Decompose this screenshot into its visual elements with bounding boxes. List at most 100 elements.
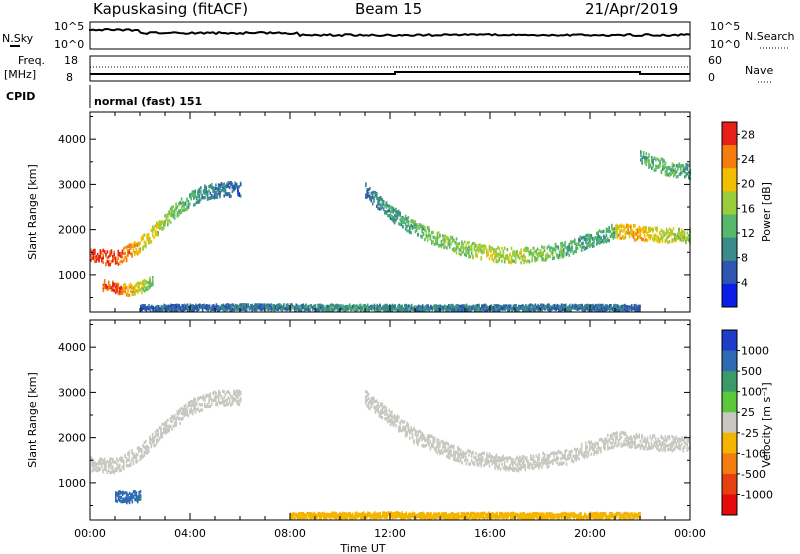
echo-cell: [265, 305, 267, 309]
echo-cell: [480, 250, 483, 254]
echo-cell: [585, 305, 588, 309]
echo-cell: [219, 183, 221, 187]
echo-cell: [142, 237, 144, 241]
echo-cell: [110, 457, 113, 461]
echo-cell: [102, 254, 104, 258]
echo-cell: [564, 240, 566, 245]
echo-cell: [280, 303, 282, 308]
echo-cell: [136, 289, 139, 293]
echo-cell: [198, 409, 201, 413]
echo-cell: [167, 219, 169, 223]
echo-cell: [220, 396, 223, 400]
echo-cell: [545, 462, 547, 466]
echo-cell: [136, 250, 139, 254]
echo-cell: [404, 434, 407, 438]
echo-cell: [399, 428, 401, 432]
echo-cell: [580, 246, 583, 250]
echo-cell: [503, 246, 506, 250]
echo-cell: [529, 303, 531, 307]
echo-cell: [105, 284, 107, 288]
echo-cell: [112, 469, 114, 474]
echo-cell: [584, 308, 586, 312]
echo-cell: [685, 166, 687, 170]
echo-cell: [95, 255, 98, 259]
echo-cell: [432, 235, 434, 239]
echo-cell: [189, 193, 191, 197]
echo-cell: [523, 248, 525, 252]
echo-cell: [373, 196, 375, 200]
echo-cell: [560, 303, 563, 307]
echo-cell: [140, 448, 143, 452]
echo-cell: [644, 156, 646, 160]
echo-cell: [208, 400, 210, 404]
echo-cell: [409, 308, 412, 313]
echo-cell: [470, 451, 473, 455]
echo-cell: [396, 216, 399, 220]
echo-cell: [182, 204, 184, 208]
echo-cell: [603, 309, 605, 313]
echo-cell: [143, 445, 146, 449]
echo-cell: [200, 198, 202, 202]
echo-cell: [454, 458, 456, 462]
echo-cell: [408, 304, 410, 308]
echo-cell: [459, 304, 461, 308]
echo-cell: [184, 208, 187, 212]
echo-cell: [473, 463, 476, 467]
echo-cell: [461, 240, 463, 244]
echo-cell: [514, 467, 517, 471]
echo-cell: [480, 452, 483, 456]
echo-cell: [225, 303, 227, 307]
echo-cell: [120, 291, 122, 295]
echo-cell: [585, 240, 587, 244]
echo-cell: [405, 306, 407, 310]
echo-cell: [135, 247, 137, 251]
echo-cell: [369, 195, 371, 199]
echo-cell: [138, 490, 140, 495]
echo-cell: [143, 285, 146, 289]
echo-cell: [139, 282, 142, 286]
echo-cell: [156, 233, 158, 237]
echo-cell: [498, 247, 500, 251]
echo-cell: [462, 250, 465, 254]
echo-cell: [182, 416, 184, 420]
echo-cell: [632, 236, 635, 240]
echo-cell: [534, 303, 537, 307]
echo-cell: [109, 457, 111, 461]
echo-cell: [117, 464, 120, 468]
echo-cell: [121, 497, 124, 501]
echo-cell: [420, 234, 422, 238]
echo-cell: [454, 241, 456, 245]
echo-cell: [637, 236, 639, 240]
echo-cell: [222, 401, 224, 405]
echo-cell: [455, 244, 458, 248]
echo-cell: [564, 308, 567, 312]
echo-cell: [512, 463, 514, 468]
echo-cell: [583, 237, 586, 242]
echo-cell: [161, 227, 164, 231]
y-tick-label: 1000: [58, 269, 86, 282]
echo-cell: [385, 201, 388, 205]
echo-cell: [381, 411, 384, 415]
echo-cell: [516, 253, 518, 257]
echo-cell: [129, 243, 132, 247]
echo-cell: [134, 292, 136, 296]
echo-cell: [112, 259, 114, 263]
echo-cell: [150, 281, 153, 285]
echo-cell: [577, 307, 579, 311]
echo-cell: [567, 454, 569, 458]
echo-cell: [395, 207, 397, 211]
echo-cell: [492, 460, 495, 464]
echo-cell: [160, 306, 163, 310]
echo-cell: [550, 251, 553, 256]
echo-cell: [534, 308, 537, 312]
echo-cell: [488, 464, 491, 468]
echo-cell: [372, 304, 374, 309]
echo-cell: [370, 198, 373, 202]
echo-cell: [391, 421, 393, 425]
echo-cell: [231, 189, 234, 194]
echo-cell: [664, 165, 667, 169]
echo-cell: [217, 389, 220, 393]
echo-cell: [580, 452, 583, 457]
echo-cell: [476, 306, 479, 310]
echo-cell: [569, 250, 572, 254]
